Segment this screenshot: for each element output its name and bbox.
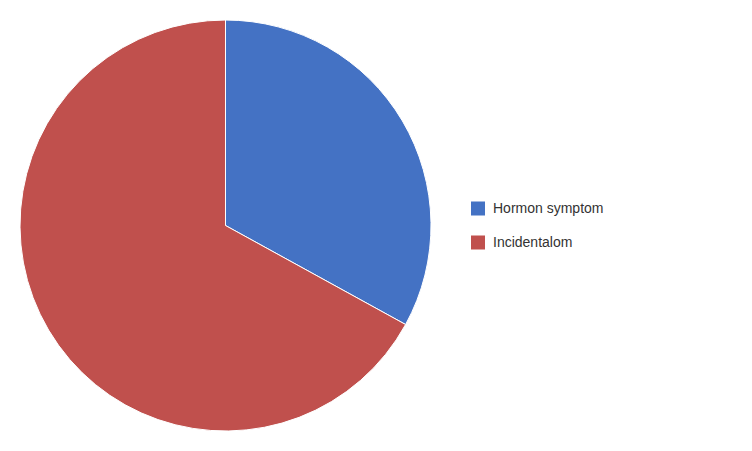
pie [20,20,431,431]
legend: Hormon symptom Incidentalom [471,200,603,250]
legend-label: Incidentalom [493,234,572,250]
pie-slice [20,20,406,431]
chart-container: Hormon symptom Incidentalom [0,0,752,451]
legend-item: Incidentalom [471,234,572,250]
chart-svg: Hormon symptom Incidentalom [0,0,752,451]
legend-label: Hormon symptom [493,200,603,216]
legend-swatch [471,236,485,250]
legend-item: Hormon symptom [471,200,603,216]
legend-swatch [471,202,485,216]
